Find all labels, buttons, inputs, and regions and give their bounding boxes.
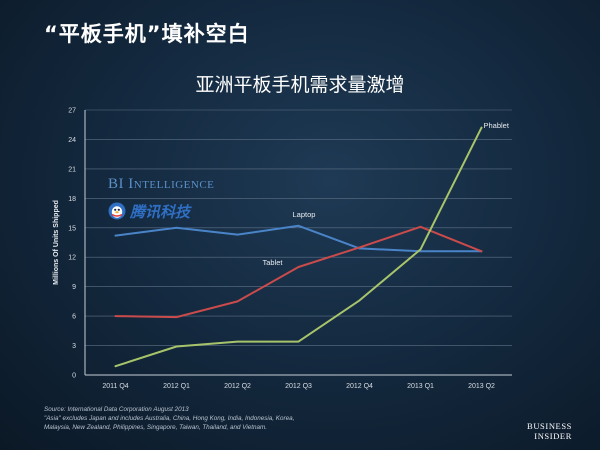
y-tick-label: 12 [68, 255, 76, 262]
series-line-phablet [114, 126, 483, 368]
y-tick-label: 3 [72, 343, 76, 350]
data-point-tablet [358, 246, 361, 249]
partner-name: 腾讯科技 [130, 202, 191, 221]
y-axis-title: Millions Of Units Shipped [53, 200, 60, 285]
data-point-tablet [297, 266, 300, 268]
x-tick-label: 2013 Q1 [407, 383, 434, 390]
data-point-phablet [175, 345, 178, 348]
series-label-phablet: Phablet [484, 121, 510, 130]
data-point-tablet [480, 250, 483, 253]
data-point-tablet [175, 316, 178, 318]
source-line: Source: International Data Corporation A… [44, 406, 189, 413]
chart-labels: Laptop Tablet Phablet [263, 121, 510, 267]
y-tick-label: 0 [72, 373, 76, 380]
x-tick-label: 2013 Q2 [468, 383, 495, 390]
partner-logo: 腾讯科技 [108, 200, 190, 222]
data-point-laptop [297, 224, 300, 227]
data-point-phablet [358, 299, 361, 302]
chart-grid [85, 109, 512, 346]
x-tick-label: 2011 Q4 [102, 383, 128, 390]
y-tick-label: 18 [68, 196, 76, 203]
x-tick-label: 2012 Q2 [224, 383, 251, 390]
page-title: “平板手机”填补空白 [44, 22, 250, 46]
data-point-phablet [419, 248, 422, 251]
x-tick-label: 2012 Q1 [163, 383, 190, 390]
data-point-tablet [114, 315, 117, 318]
y-tick-label: 6 [72, 314, 76, 321]
source-notes: Source: International Data Corporation A… [44, 405, 404, 432]
note-line-1: "Asia" excludes Japan and includes Austr… [44, 415, 295, 422]
y-tick-label: 9 [72, 284, 76, 291]
y-tick-label: 15 [68, 225, 76, 232]
x-tick-label: 2012 Q3 [285, 383, 312, 390]
series-label-laptop: Laptop [293, 210, 316, 219]
y-tick-label: 21 [68, 166, 76, 173]
tencent-penguin-icon [108, 202, 126, 220]
data-point-tablet [419, 225, 422, 228]
data-point-phablet [114, 365, 117, 368]
data-point-laptop [114, 234, 117, 237]
data-point-phablet [480, 126, 483, 129]
business-insider-logo: BUSINESS INSIDER [527, 421, 572, 441]
series-line-tablet [114, 225, 483, 319]
data-point-phablet [236, 340, 239, 343]
data-point-phablet [297, 340, 300, 343]
data-point-laptop [236, 233, 239, 236]
publisher-line-1: BUSINESS [527, 421, 572, 431]
chart-axes: 0 3 6 9 12 15 18 21 24 27 2011 Q4 2012 Q1 2012 Q2 201… [53, 108, 512, 390]
data-point-tablet [236, 300, 239, 303]
bi-intelligence-logo: BI Intelligence [108, 176, 214, 193]
x-tick-label: 2012 Q4 [346, 383, 373, 390]
bi-intelligence-label: BI Intelligence [108, 176, 215, 192]
chart-title: 亚洲平板手机需求量激增 [195, 74, 405, 96]
publisher-line-2: INSIDER [534, 431, 572, 441]
note-line-2: Malaysia, New Zealand, Philippines, Sing… [44, 424, 267, 431]
y-tick-label: 27 [68, 108, 76, 115]
data-point-laptop [175, 226, 178, 229]
series-label-tablet: Tablet [263, 258, 284, 267]
chart-series [114, 126, 483, 368]
y-tick-label: 24 [68, 137, 76, 144]
